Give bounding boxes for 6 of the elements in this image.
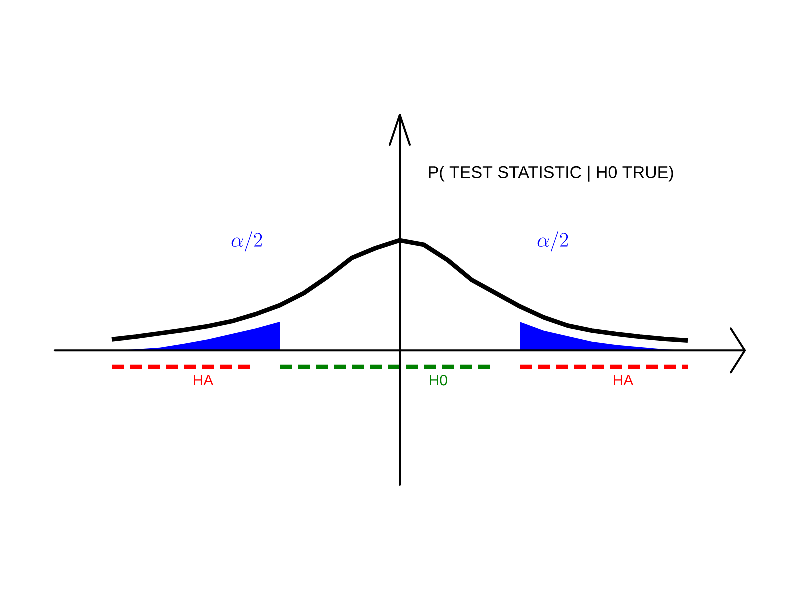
series-label: HA (194, 375, 214, 386)
series-label: HA (614, 375, 634, 386)
annotation: $\alpha/2$ (538, 231, 568, 252)
annotation: $\alpha/2$ (232, 231, 262, 252)
y-axis-title: P( TEST STATISTIC | H0 TRUE) (429, 166, 674, 182)
series-label: H0 (430, 375, 448, 386)
